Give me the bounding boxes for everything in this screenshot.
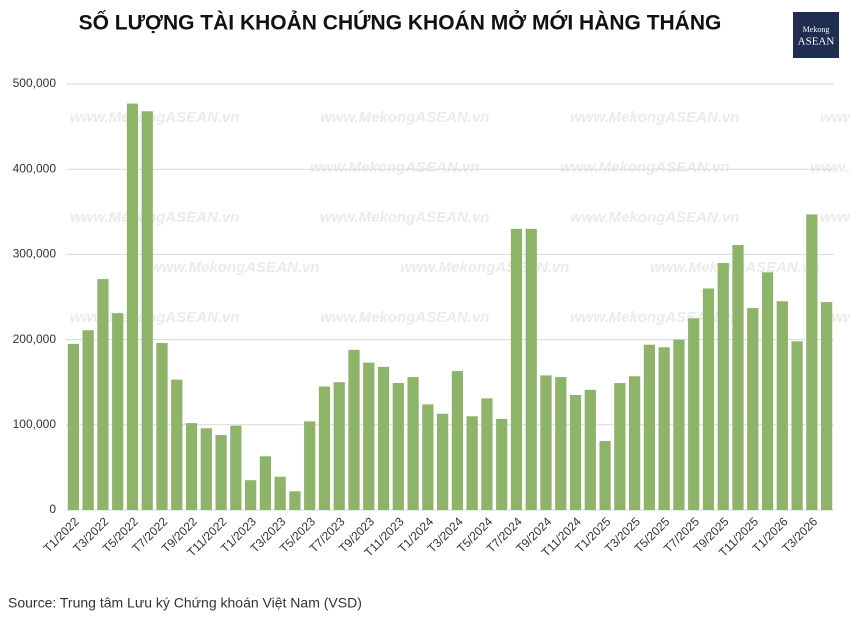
- logo: [793, 12, 839, 58]
- watermark: www.MekongASEAN.vn: [70, 209, 239, 226]
- bar: [200, 428, 212, 510]
- watermark: www.MekongASEAN.vn: [150, 259, 319, 276]
- y-tick-label: 0: [49, 502, 56, 516]
- bar: [614, 383, 626, 510]
- watermark: www.MekongASEAN.vn: [810, 159, 850, 176]
- y-tick-label: 300,000: [13, 247, 57, 261]
- bar: [466, 416, 478, 510]
- bar: [348, 349, 360, 510]
- y-tick-label: 400,000: [13, 161, 57, 175]
- bar: [274, 476, 286, 510]
- bar: [141, 111, 153, 510]
- bar: [776, 301, 788, 510]
- bar: [584, 389, 596, 510]
- bar: [702, 288, 715, 510]
- watermark: www.MekongASEAN.vn: [820, 109, 850, 126]
- bar: [658, 347, 670, 510]
- bar: [806, 214, 818, 510]
- bar: [673, 339, 685, 510]
- bar: [821, 302, 833, 510]
- bar: [185, 423, 198, 510]
- bar: [451, 371, 463, 510]
- bar: [171, 379, 183, 510]
- bar: [318, 386, 331, 510]
- watermark: www.MekongASEAN.vn: [400, 259, 569, 276]
- bar: [407, 377, 419, 510]
- watermark: www.MekongASEAN.vn: [570, 209, 739, 226]
- source: Source: Trung tâm Lưu ký Chứng khoán Việ…: [8, 595, 362, 611]
- bar: [629, 376, 641, 510]
- bar: [688, 318, 700, 510]
- bar: [304, 421, 316, 510]
- bar: [215, 435, 227, 510]
- watermark: www.MekongASEAN.vn: [310, 159, 479, 176]
- bar: [481, 398, 493, 510]
- logo-text: ASEAN: [798, 36, 835, 48]
- bar: [289, 491, 301, 510]
- bar: [97, 279, 109, 510]
- watermark: www.MekongASEAN.vn: [320, 109, 489, 126]
- bar: [437, 413, 449, 510]
- y-tick-label: 200,000: [13, 332, 57, 346]
- watermark: www.MekongASEAN.vn: [570, 109, 739, 126]
- bar: [82, 330, 94, 510]
- watermark: www.MekongASEAN.vn: [70, 309, 239, 326]
- bar: [569, 394, 582, 510]
- bar: [791, 341, 803, 510]
- bar: [259, 456, 271, 510]
- bar: [496, 418, 508, 510]
- bar: [525, 228, 537, 510]
- watermark: www.MekongASEAN.vn: [320, 209, 489, 226]
- bar: [230, 425, 242, 510]
- bar: [392, 383, 404, 510]
- logo-text: Mekong: [803, 25, 830, 34]
- bar: [112, 313, 124, 510]
- bar: [599, 440, 611, 510]
- bar: [555, 377, 567, 510]
- watermark: www.MekongASEAN.vn: [320, 309, 489, 326]
- bar: [67, 343, 79, 510]
- bar: [126, 103, 139, 510]
- chart-title: SỐ LƯỢNG TÀI KHOẢN CHỨNG KHOÁN MỞ MỚI HÀ…: [79, 11, 722, 35]
- bar: [377, 366, 390, 510]
- y-tick-label: 500,000: [13, 76, 57, 90]
- bar: [732, 245, 744, 510]
- bar: [510, 228, 523, 510]
- bar: [643, 344, 655, 510]
- watermark: www.MekongASEAN.vn: [820, 209, 850, 226]
- bar: [540, 375, 552, 510]
- bar: [363, 362, 375, 510]
- bar: [747, 308, 759, 510]
- bar: [717, 262, 729, 510]
- bar: [333, 382, 345, 510]
- y-tick-label: 100,000: [13, 417, 57, 431]
- bar: [245, 480, 257, 510]
- bar: [156, 343, 168, 510]
- watermark: www.MekongASEAN.vn: [70, 109, 239, 126]
- watermark: www.MekongASEAN.vn: [560, 159, 729, 176]
- bar: [761, 272, 774, 510]
- bar: [422, 404, 434, 510]
